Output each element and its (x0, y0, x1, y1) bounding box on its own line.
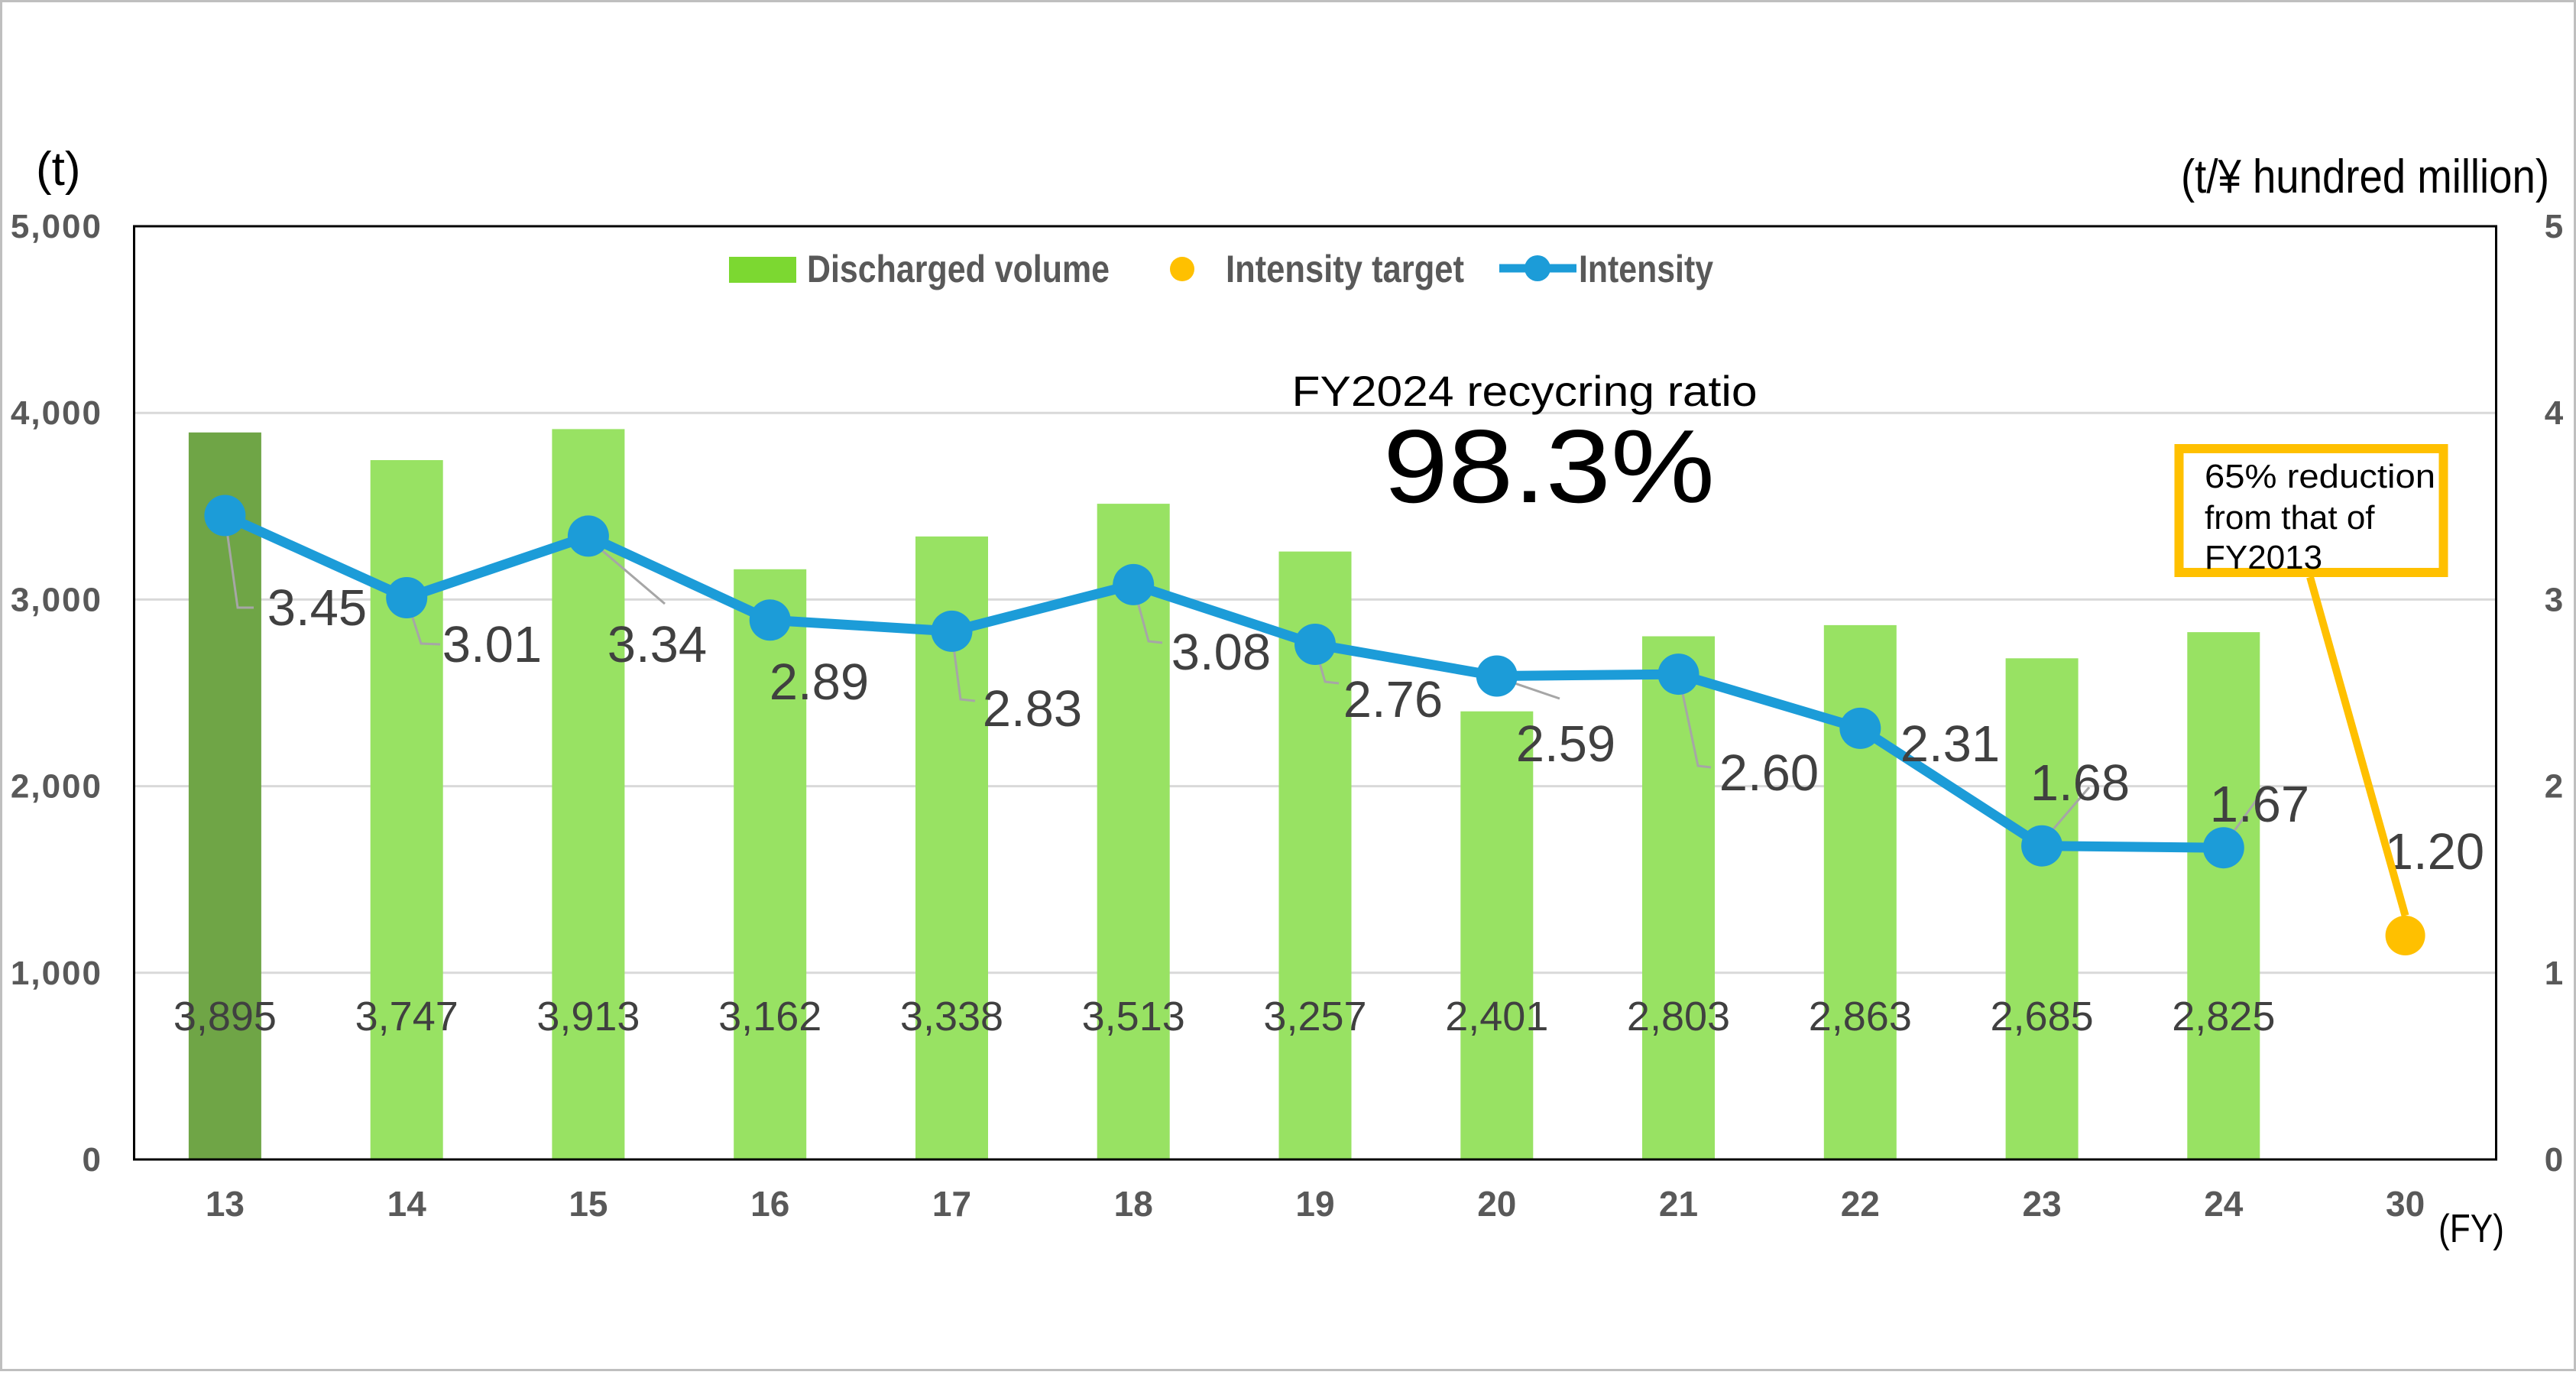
svg-text:2,863: 2,863 (1809, 994, 1912, 1039)
svg-text:3.34: 3.34 (608, 616, 707, 673)
svg-text:2,825: 2,825 (2172, 994, 2275, 1039)
svg-text:FY2024 recycring ratio: FY2024 recycring ratio (1292, 367, 1758, 415)
svg-text:5: 5 (2545, 208, 2563, 245)
svg-text:2.31: 2.31 (1900, 715, 2000, 773)
svg-text:3,162: 3,162 (718, 994, 821, 1039)
svg-text:21: 21 (1659, 1184, 1698, 1224)
svg-text:4,000: 4,000 (11, 394, 102, 432)
svg-text:(t/¥ hundred million): (t/¥ hundred million) (2181, 151, 2549, 203)
svg-text:2,685: 2,685 (1991, 994, 2094, 1039)
svg-text:Intensity: Intensity (1579, 248, 1713, 290)
svg-text:2,000: 2,000 (11, 768, 102, 806)
svg-text:1.68: 1.68 (2030, 754, 2130, 812)
svg-text:3,895: 3,895 (173, 994, 277, 1039)
svg-text:3.01: 3.01 (442, 616, 542, 673)
svg-text:30: 30 (2386, 1184, 2425, 1224)
svg-text:13: 13 (206, 1184, 245, 1224)
svg-text:2.83: 2.83 (983, 680, 1082, 738)
svg-text:65% reduction: 65% reduction (2205, 458, 2435, 495)
svg-text:20: 20 (1477, 1184, 1516, 1224)
svg-text:2: 2 (2545, 768, 2563, 806)
svg-text:2.60: 2.60 (1719, 744, 1819, 802)
svg-text:3,257: 3,257 (1263, 994, 1366, 1039)
svg-text:0: 0 (2545, 1141, 2563, 1179)
svg-text:3.45: 3.45 (267, 579, 367, 637)
svg-text:2.59: 2.59 (1516, 715, 1615, 773)
svg-text:3,338: 3,338 (900, 994, 1003, 1039)
svg-text:15: 15 (569, 1184, 608, 1224)
svg-text:3,913: 3,913 (536, 994, 640, 1039)
svg-text:0: 0 (83, 1141, 102, 1179)
svg-text:2.89: 2.89 (770, 653, 869, 711)
svg-text:3,747: 3,747 (355, 994, 458, 1039)
svg-text:2,401: 2,401 (1445, 994, 1548, 1039)
svg-text:2,803: 2,803 (1627, 994, 1730, 1039)
svg-text:4: 4 (2545, 394, 2564, 432)
svg-text:5,000: 5,000 (11, 208, 102, 245)
svg-text:(t): (t) (36, 143, 81, 196)
svg-text:3,000: 3,000 (11, 581, 102, 618)
svg-text:14: 14 (387, 1184, 427, 1224)
svg-text:1: 1 (2545, 955, 2563, 992)
svg-text:18: 18 (1114, 1184, 1153, 1224)
svg-text:22: 22 (1841, 1184, 1880, 1224)
svg-text:23: 23 (2023, 1184, 2062, 1224)
svg-text:16: 16 (750, 1184, 789, 1224)
svg-text:3.08: 3.08 (1171, 624, 1271, 681)
svg-text:98.3%: 98.3% (1383, 408, 1715, 524)
svg-text:(FY): (FY) (2438, 1207, 2504, 1251)
svg-text:Intensity target: Intensity target (1226, 248, 1464, 290)
svg-text:19: 19 (1295, 1184, 1334, 1224)
svg-text:Discharged volume: Discharged volume (807, 248, 1110, 290)
svg-text:3,513: 3,513 (1082, 994, 1185, 1039)
svg-text:1.20: 1.20 (2385, 823, 2484, 880)
svg-text:FY2013: FY2013 (2205, 539, 2322, 576)
svg-text:2.76: 2.76 (1343, 671, 1443, 728)
svg-text:1.67: 1.67 (2210, 776, 2309, 833)
svg-text:from that of: from that of (2205, 499, 2375, 537)
svg-text:1,000: 1,000 (11, 955, 102, 992)
svg-text:17: 17 (932, 1184, 971, 1224)
svg-text:3: 3 (2545, 581, 2563, 618)
svg-text:24: 24 (2204, 1184, 2244, 1224)
